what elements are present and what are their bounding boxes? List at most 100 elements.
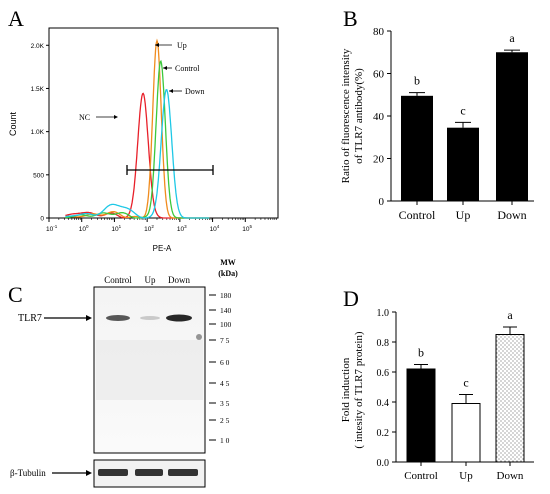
tubulin-band-control (98, 469, 128, 476)
up-annotation: Up (177, 41, 187, 50)
d-y-tick-label: 1.0 (377, 308, 390, 319)
tubulin-label: β-Tubulin (10, 468, 46, 478)
d-y-axis-label-line2: ( intesity of TLR7 protein) (353, 331, 365, 448)
flow-x-tick-label: 100 (79, 224, 89, 233)
tubulin-pointer-head (86, 470, 92, 476)
nc-annotation: NC (79, 113, 90, 122)
flow-y-axis-label: Count (8, 112, 18, 137)
b-significance-letter: c (460, 103, 465, 117)
b-bar-down (496, 52, 528, 201)
tubulin-band-up (135, 469, 163, 476)
mw-marker-label: 4 5 (220, 379, 230, 388)
panel-label-c: C (8, 282, 23, 307)
d-y-tick-label: 0.2 (377, 428, 390, 439)
flow-y-tick-label: 2.0K (31, 43, 45, 50)
down-annotation: Down (185, 87, 205, 96)
flow-x-tick-label: 103 (177, 224, 187, 233)
tlr7-band-down (166, 314, 192, 322)
flow-y-axis: 0 500 1.0K 1.5K 2.0K (31, 43, 49, 223)
panel-label-d: D (343, 286, 359, 311)
b-x-tick-label: Up (456, 208, 471, 222)
b-y-tick-label: 40 (373, 111, 385, 123)
mw-marker-label: 180 (220, 291, 232, 300)
lane-label-up: Up (145, 275, 156, 285)
d-y-axis-label-line1: Fold induction (340, 357, 352, 422)
b-y-axis-label-line2: of TLR7 antibody(%) (353, 68, 365, 164)
d-x-tick-label: Control (404, 470, 438, 482)
mw-marker-list: 180 140 100 7 5 6 0 4 5 3 5 2 5 1 0 (209, 291, 232, 445)
flow-x-tick-label: 102 (144, 224, 154, 233)
d-bar-control (406, 368, 436, 463)
d-y-tick-label: 0.4 (377, 398, 390, 409)
mw-header-line2: (kDa) (218, 269, 238, 278)
tubulin-band-down (168, 469, 198, 476)
tlr7-band-up (140, 316, 160, 320)
b-y-ticks: 0 20 40 60 80 (373, 26, 391, 208)
mw-header-line1: MW (220, 258, 236, 267)
d-x-tick-label: Down (497, 470, 524, 482)
nc-arrowhead (114, 115, 118, 119)
tlr7-pointer-head (86, 315, 92, 321)
blot-smear (96, 340, 203, 400)
flow-y-tick-label: 0 (40, 216, 44, 223)
fluorescence-bar-panel: 0 20 40 60 80 b Control c Up a Down Ratio of fluo… (340, 26, 534, 222)
d-bars: b Control c Up a Down (404, 308, 525, 482)
flow-curves (65, 38, 210, 219)
flow-x-tick-label: 105 (242, 224, 252, 233)
lane-label-down: Down (168, 275, 190, 285)
d-significance-letter: a (507, 308, 513, 322)
flow-x-tick-label: 104 (210, 224, 220, 233)
flow-y-tick-label: 1.5K (31, 86, 45, 93)
b-y-tick-label: 0 (379, 196, 385, 208)
b-y-tick-label: 80 (373, 26, 385, 38)
d-y-tick-label: 0.8 (377, 338, 390, 349)
b-bar-up (447, 127, 479, 201)
d-significance-letter: b (418, 346, 424, 360)
blot-spot (196, 334, 202, 340)
b-bars: b Control c Up a Down (399, 31, 528, 222)
tlr7-band-control (106, 315, 130, 321)
down-arrowhead (169, 89, 173, 93)
flow-y-tick-label: 1.0K (31, 129, 45, 136)
mw-marker-label: 100 (220, 320, 232, 329)
up-arrowhead (155, 43, 159, 47)
b-y-tick-label: 20 (373, 154, 385, 166)
b-y-axis-label-line1: Ratio of fluorescence intensity (340, 48, 352, 183)
control-arrowhead (163, 66, 167, 70)
flow-x-tick-label: 101 (111, 224, 121, 233)
b-x-tick-label: Control (399, 208, 436, 222)
flow-x-axis-label: PE-A (153, 244, 172, 253)
panel-label-b: B (343, 6, 358, 31)
d-y-ticks: 0.0 0.2 0.4 0.6 0.8 1.0 (377, 308, 396, 469)
d-bar-up (451, 403, 481, 463)
flow-curve-down (65, 88, 210, 219)
d-y-tick-label: 0.0 (377, 458, 390, 469)
d-y-tick-label: 0.6 (377, 368, 390, 379)
d-x-tick-label: Up (459, 470, 473, 482)
b-x-tick-label: Down (497, 208, 526, 222)
b-y-tick-label: 60 (373, 69, 385, 81)
tlr7-label: TLR7 (18, 313, 42, 324)
lane-label-control: Control (104, 275, 132, 285)
western-blot-panel: Control Up Down MW (kDa) TLR7 180 140 100 7… (10, 258, 238, 488)
mw-marker-label: 140 (220, 306, 232, 315)
mw-marker-label: 1 0 (220, 436, 230, 445)
control-annotation: Control (175, 64, 200, 73)
mw-marker-label: 2 5 (220, 416, 230, 425)
b-bar-control (401, 95, 433, 201)
mw-marker-label: 6 0 (220, 358, 230, 367)
d-significance-letter: c (463, 376, 468, 390)
d-bar-down (495, 334, 525, 463)
panel-label-a: A (8, 6, 24, 31)
flow-y-tick-label: 500 (33, 172, 44, 179)
b-significance-letter: b (414, 74, 420, 88)
flow-x-axis: 10-1 100 101 102 103 104 105 (46, 218, 277, 233)
mw-marker-label: 3 5 (220, 399, 230, 408)
fold-induction-bar-panel: 0.0 0.2 0.4 0.6 0.8 1.0 b Control c Up a Down Fold… (340, 308, 534, 482)
mw-marker-label: 7 5 (220, 336, 230, 345)
flow-x-tick-label: 10-1 (46, 224, 58, 233)
b-significance-letter: a (509, 31, 515, 45)
flow-plot-frame (48, 27, 279, 219)
